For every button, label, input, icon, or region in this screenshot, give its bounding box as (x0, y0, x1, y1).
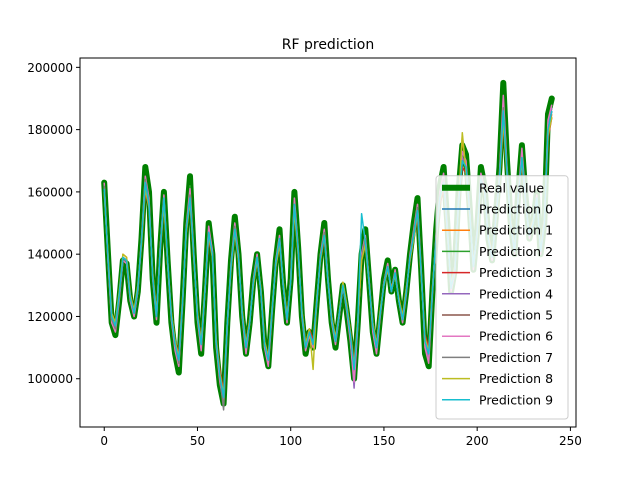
y-tick-label: 160000 (27, 185, 73, 199)
x-tick-label: 200 (466, 434, 489, 448)
legend-label-prediction-3: Prediction 3 (479, 265, 553, 280)
legend-label-prediction-1: Prediction 1 (479, 223, 553, 238)
x-tick-label: 150 (372, 434, 395, 448)
x-tick-label: 250 (559, 434, 582, 448)
legend-label-prediction-7: Prediction 7 (479, 350, 553, 365)
legend-label-prediction-8: Prediction 8 (479, 371, 553, 386)
y-tick-label: 140000 (27, 248, 73, 262)
legend: Real value Prediction 0 Prediction 1 Predic… (435, 175, 569, 420)
legend-label-prediction-5: Prediction 5 (479, 308, 553, 323)
x-axis: 0 50 100 150 200 250 (100, 427, 582, 448)
x-tick-label: 0 (100, 434, 108, 448)
y-axis: 100000 120000 140000 160000 180000 200000 (27, 61, 80, 386)
axes-frame (79, 57, 577, 428)
legend-label-prediction-6: Prediction 6 (479, 329, 553, 344)
legend-box (435, 175, 569, 420)
y-tick-label: 120000 (27, 310, 73, 324)
x-tick-label: 50 (190, 434, 205, 448)
y-tick-label: 180000 (27, 123, 73, 137)
y-tick-label: 100000 (27, 372, 73, 386)
legend-label-prediction-2: Prediction 2 (479, 244, 553, 259)
legend-label-real-value: Real value (479, 180, 544, 195)
legend-label-prediction-0: Prediction 0 (479, 202, 553, 217)
chart-title: RF prediction (282, 37, 374, 53)
y-tick-label: 200000 (27, 61, 73, 75)
x-tick-label: 100 (279, 434, 302, 448)
legend-label-prediction-4: Prediction 4 (479, 286, 553, 301)
legend-label-prediction-9: Prediction 9 (479, 392, 553, 407)
